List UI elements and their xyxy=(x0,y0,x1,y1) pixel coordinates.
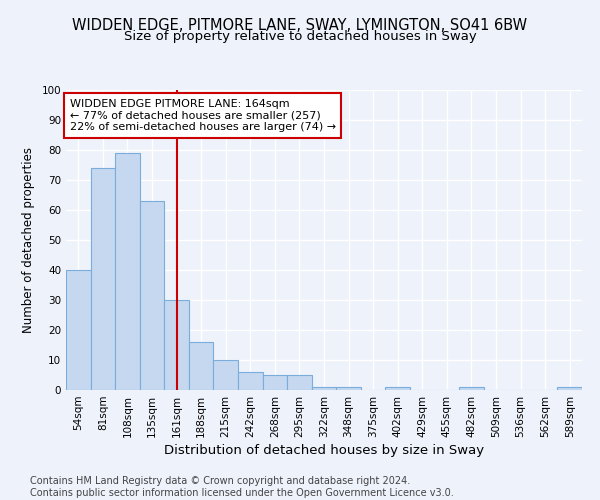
Bar xyxy=(263,375,287,390)
X-axis label: Distribution of detached houses by size in Sway: Distribution of detached houses by size … xyxy=(164,444,484,457)
Bar xyxy=(385,387,410,390)
Bar xyxy=(140,201,164,390)
Text: WIDDEN EDGE PITMORE LANE: 164sqm
← 77% of detached houses are smaller (257)
22% : WIDDEN EDGE PITMORE LANE: 164sqm ← 77% o… xyxy=(70,99,336,132)
Bar xyxy=(557,387,582,390)
Bar xyxy=(91,168,115,390)
Bar xyxy=(312,387,336,390)
Bar xyxy=(238,372,263,390)
Text: WIDDEN EDGE, PITMORE LANE, SWAY, LYMINGTON, SO41 6BW: WIDDEN EDGE, PITMORE LANE, SWAY, LYMINGT… xyxy=(73,18,527,32)
Bar xyxy=(189,342,214,390)
Bar xyxy=(115,153,140,390)
Bar xyxy=(459,387,484,390)
Bar xyxy=(214,360,238,390)
Bar xyxy=(336,387,361,390)
Bar xyxy=(66,270,91,390)
Bar xyxy=(164,300,189,390)
Text: Contains HM Land Registry data © Crown copyright and database right 2024.
Contai: Contains HM Land Registry data © Crown c… xyxy=(30,476,454,498)
Bar xyxy=(287,375,312,390)
Text: Size of property relative to detached houses in Sway: Size of property relative to detached ho… xyxy=(124,30,476,43)
Y-axis label: Number of detached properties: Number of detached properties xyxy=(22,147,35,333)
